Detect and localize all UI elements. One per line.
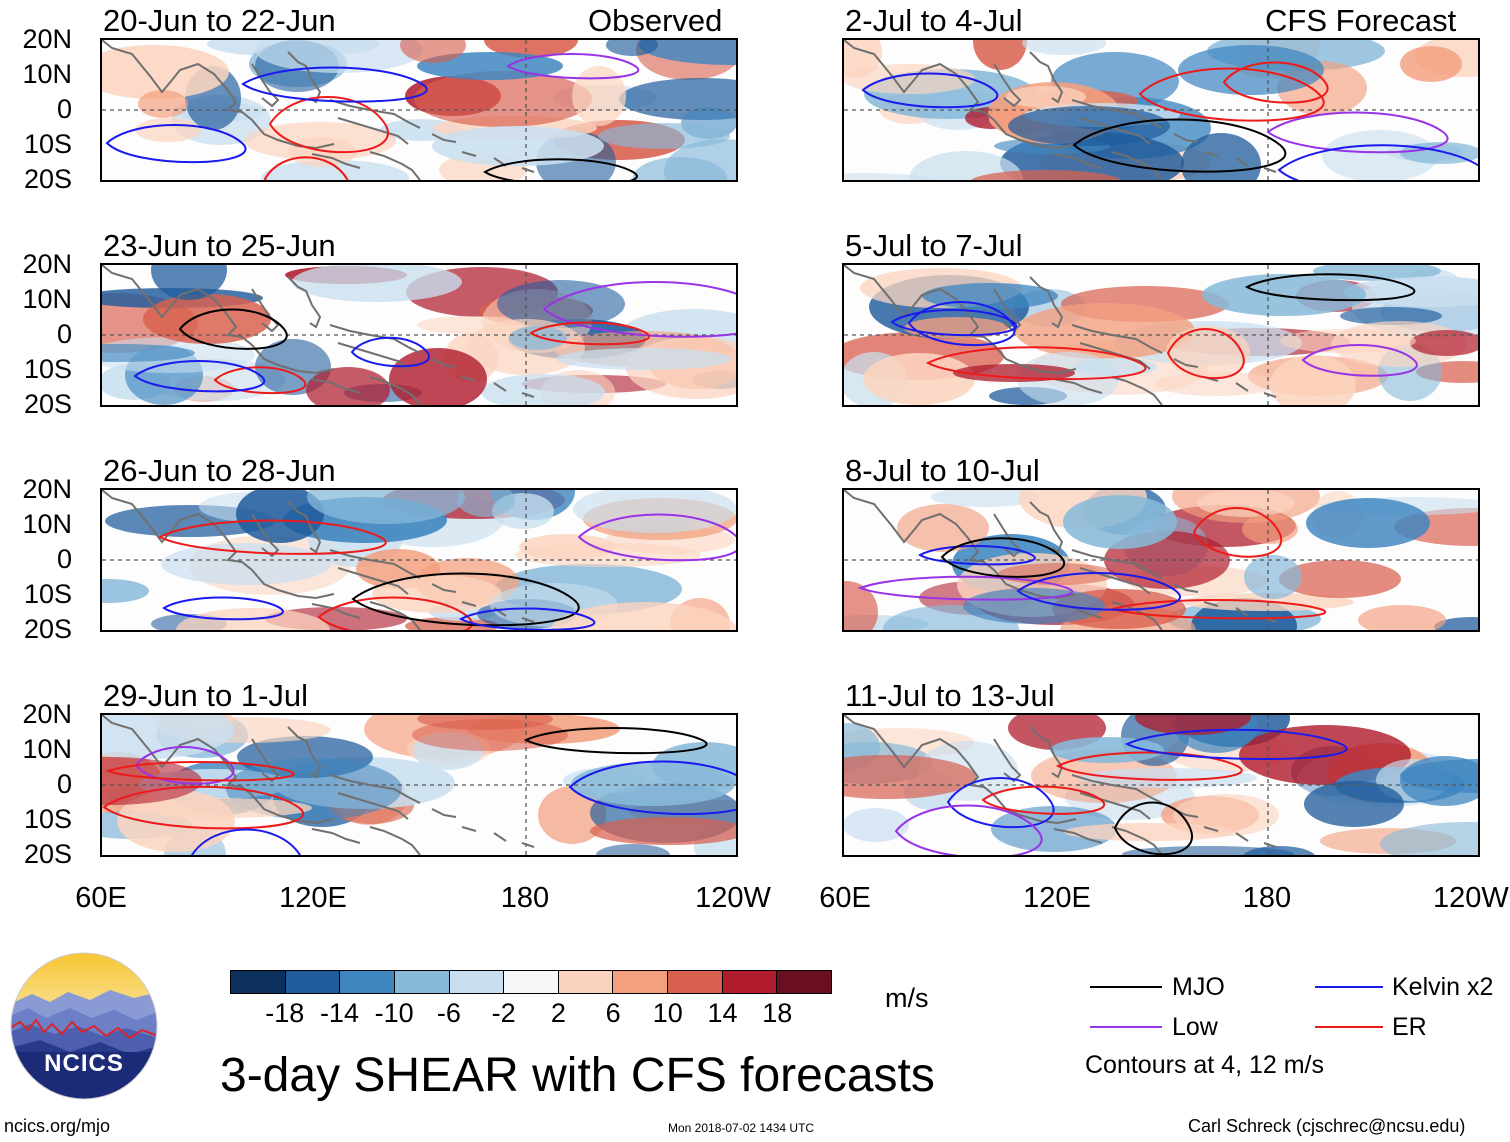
lat-tick: 0 bbox=[56, 319, 72, 349]
panel-title-fc-3: 8-Jul to 10-Jul bbox=[845, 453, 1040, 488]
author-credit: Carl Schreck (cjschrec@ncsu.edu) bbox=[1188, 1116, 1466, 1136]
forecast-tag: CFS Forecast bbox=[1265, 3, 1457, 38]
colorbar-label: -10 bbox=[374, 998, 414, 1028]
map-panel-obs-3 bbox=[100, 488, 738, 632]
colorbar-label: -2 bbox=[491, 998, 516, 1028]
map-panel-obs-4 bbox=[100, 713, 738, 857]
colorbar-label: 18 bbox=[762, 998, 793, 1028]
colorbar-units: m/s bbox=[885, 983, 929, 1013]
lat-tick: 0 bbox=[56, 94, 72, 124]
shear-field bbox=[102, 265, 736, 405]
lat-tick: 20N bbox=[22, 474, 72, 504]
legend-line-low bbox=[1090, 1026, 1162, 1028]
map-panel-fc-4 bbox=[842, 713, 1480, 857]
legend-label-low: Low bbox=[1172, 1013, 1218, 1041]
panel-title-obs-2: 23-Jun to 25-Jun bbox=[103, 228, 336, 263]
colorbar-label: 14 bbox=[707, 998, 738, 1028]
shear-field bbox=[102, 490, 736, 630]
ncics-logo: NCICS bbox=[10, 952, 158, 1100]
lon-tick: 60E bbox=[819, 882, 871, 914]
lat-tick: 10S bbox=[23, 579, 72, 609]
colorbar-bin bbox=[340, 971, 395, 993]
colorbar-bin bbox=[231, 971, 286, 993]
legend-note: Contours at 4, 12 m/s bbox=[1085, 1051, 1325, 1079]
website-link[interactable]: ncics.org/mjo bbox=[4, 1116, 111, 1136]
timestamp: Mon 2018-07-02 1434 UTC bbox=[668, 1121, 815, 1135]
colorbar-bin bbox=[558, 971, 614, 993]
legend-label-mjo: MJO bbox=[1172, 973, 1225, 1001]
map-panel-fc-1 bbox=[842, 38, 1480, 182]
lat-tick: 20N bbox=[22, 24, 72, 54]
lat-tick: 10N bbox=[22, 284, 72, 314]
lon-tick: 60E bbox=[75, 882, 127, 914]
colorbar-bin bbox=[394, 971, 450, 993]
panel-title-fc-2: 5-Jul to 7-Jul bbox=[845, 228, 1023, 263]
lat-tick: 10N bbox=[22, 734, 72, 764]
legend-label-er: ER bbox=[1392, 1013, 1427, 1041]
colorbar-bin bbox=[613, 971, 669, 993]
panel-title-fc-1: 2-Jul to 4-Jul bbox=[845, 3, 1023, 38]
shear-field bbox=[844, 490, 1478, 630]
shear-field bbox=[102, 40, 736, 180]
colorbar-bin bbox=[777, 971, 832, 993]
colorbar-bin bbox=[449, 971, 505, 993]
panel-title-obs-1: 20-Jun to 22-Jun bbox=[103, 3, 336, 38]
map-panel-obs-2 bbox=[100, 263, 738, 407]
lat-tick: 10S bbox=[23, 129, 72, 159]
lat-tick: 10N bbox=[22, 509, 72, 539]
shear-field bbox=[844, 265, 1478, 405]
panel-title-obs-4: 29-Jun to 1-Jul bbox=[103, 678, 309, 713]
panel-title-obs-3: 26-Jun to 28-Jun bbox=[103, 453, 336, 488]
lat-tick: 20S bbox=[23, 164, 72, 194]
lon-tick: 120W bbox=[1433, 882, 1509, 914]
lon-tick: 180 bbox=[500, 882, 550, 914]
lat-tick: 10N bbox=[22, 59, 72, 89]
colorbar-bin bbox=[722, 971, 778, 993]
legend-line-er bbox=[1315, 1026, 1383, 1028]
shear-field bbox=[844, 40, 1478, 180]
lat-tick: 0 bbox=[56, 544, 72, 574]
lat-tick: 20N bbox=[22, 249, 72, 279]
legend-line-mjo bbox=[1090, 986, 1162, 988]
shear-field bbox=[844, 715, 1478, 855]
colorbar-bin bbox=[285, 971, 341, 993]
map-panel-obs-1 bbox=[100, 38, 738, 182]
lat-tick: 20S bbox=[23, 389, 72, 419]
lat-tick: 10S bbox=[23, 804, 72, 834]
colorbar-label: -14 bbox=[319, 998, 359, 1028]
lat-tick: 20N bbox=[22, 699, 72, 729]
lon-tick: 120E bbox=[279, 882, 347, 914]
legend-label-kelvin: Kelvin x2 bbox=[1392, 973, 1494, 1001]
lon-tick: 120E bbox=[1023, 882, 1091, 914]
lon-tick: 180 bbox=[1242, 882, 1292, 914]
colorbar-label: 2 bbox=[550, 998, 566, 1028]
colorbar bbox=[230, 970, 832, 994]
colorbar-label: 6 bbox=[605, 998, 621, 1028]
panel-title-fc-4: 11-Jul to 13-Jul bbox=[845, 678, 1055, 713]
main-title: 3-day SHEAR with CFS forecasts bbox=[220, 1049, 935, 1102]
colorbar-label: 10 bbox=[652, 998, 683, 1028]
colorbar-label: -6 bbox=[436, 998, 461, 1028]
colorbar-bin bbox=[668, 971, 723, 993]
lat-tick: 20S bbox=[23, 614, 72, 644]
legend-line-kelvin bbox=[1315, 986, 1383, 988]
observed-tag: Observed bbox=[588, 3, 723, 38]
logo-text: NCICS bbox=[44, 1050, 124, 1077]
colorbar-label: -18 bbox=[265, 998, 305, 1028]
map-panel-fc-2 bbox=[842, 263, 1480, 407]
shear-field bbox=[102, 715, 736, 855]
lat-tick: 0 bbox=[56, 769, 72, 799]
lat-tick: 20S bbox=[23, 839, 72, 869]
map-panel-fc-3 bbox=[842, 488, 1480, 632]
colorbar-bin bbox=[504, 971, 559, 993]
lon-tick: 120W bbox=[695, 882, 771, 914]
lat-tick: 10S bbox=[23, 354, 72, 384]
